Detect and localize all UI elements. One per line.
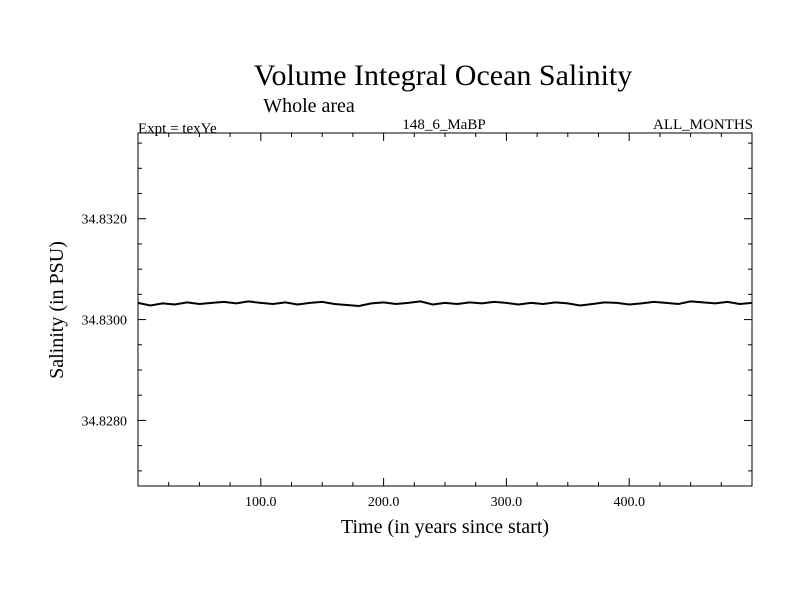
x-tick-labels: 100.0 200.0 300.0 400.0	[245, 495, 645, 510]
x-axis-label: Time (in years since start)	[341, 516, 549, 538]
y-tick-label: 34.8320	[82, 213, 128, 228]
chart-subtitle: Whole area	[263, 95, 355, 117]
y-tick-label: 34.8280	[82, 414, 128, 429]
experiment-label: Expt = texYe	[138, 121, 217, 137]
salinity-series-line	[137, 300, 753, 308]
x-tick-label: 200.0	[368, 495, 400, 510]
chart-title: Volume Integral Ocean Salinity	[254, 59, 633, 92]
axis-ticks	[138, 133, 752, 486]
months-label: ALL_MONTHS	[653, 117, 753, 133]
y-tick-labels: 34.8280 34.8300 34.8320	[82, 213, 128, 430]
x-tick-label: 300.0	[491, 495, 523, 510]
y-axis-label: Salinity (in PSU)	[46, 241, 68, 379]
x-tick-label: 100.0	[245, 495, 277, 510]
x-tick-label: 400.0	[613, 495, 645, 510]
period-label: 148_6_MaBP	[402, 117, 485, 133]
y-tick-label: 34.8300	[82, 314, 128, 329]
plot-frame	[137, 132, 753, 487]
